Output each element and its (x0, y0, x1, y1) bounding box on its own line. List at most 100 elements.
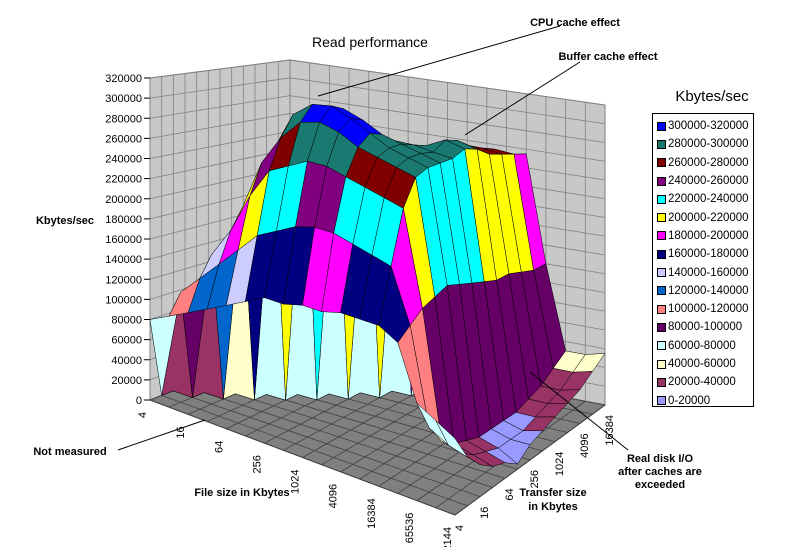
y-tick-label: 4096 (579, 433, 591, 457)
z-tick-label: 320000 (105, 73, 142, 85)
legend-item: 300000-320000 (657, 117, 753, 135)
legend-label: 260000-280000 (668, 156, 749, 169)
legend-item: 280000-300000 (657, 135, 753, 153)
floor-gridline (454, 404, 606, 516)
legend-label: 100000-120000 (668, 303, 749, 316)
legend-label: 40000-60000 (668, 358, 736, 370)
x-tick-label: 256 (251, 455, 263, 473)
legend-swatch (657, 231, 666, 241)
legend-swatch (657, 121, 666, 131)
x-tick-label: 1024 (290, 470, 302, 494)
legend-label: 200000-220000 (668, 211, 749, 224)
legend-item: 0-20000 (657, 391, 753, 409)
x-tick-label: 4 (137, 412, 149, 418)
y-tick-label: 4 (454, 525, 466, 531)
z-tick-label: 100000 (105, 294, 142, 306)
legend-swatch (657, 341, 666, 351)
z-tick-label: 260000 (105, 133, 142, 145)
surface-cell (435, 420, 468, 458)
z-tick-label: 80000 (111, 315, 142, 327)
legend-label: 120000-140000 (668, 284, 749, 297)
x-tick-label: 262144 (442, 527, 454, 547)
z-tick-label: 20000 (111, 375, 142, 387)
z-tick-label: 180000 (105, 214, 142, 226)
y-tick-label: 256 (529, 470, 541, 488)
legend-swatch (657, 359, 666, 369)
x-tick-label: 64 (213, 441, 225, 453)
legend-swatch (657, 377, 666, 387)
z-tick-label: 0 (136, 395, 142, 407)
annotation-not-measured: Not measured (33, 446, 106, 458)
legend-item: 60000-80000 (657, 337, 753, 355)
legend-swatch (657, 213, 666, 223)
not-measured-pointer (117, 419, 206, 451)
legend-label: 0-20000 (668, 394, 711, 407)
legend-item: 200000-220000 (657, 208, 753, 226)
y-tick-label: 16384 (604, 415, 616, 446)
legend-label: 180000-200000 (668, 229, 749, 242)
y-tick-label: 16 (479, 507, 491, 519)
legend-label: 80000-100000 (668, 321, 743, 334)
x-tick-label: 65536 (404, 513, 416, 544)
x-tick-label: 4096 (328, 484, 340, 508)
legend-label: 140000-160000 (668, 266, 749, 279)
legend-item: 140000-160000 (657, 263, 753, 281)
annotation-cpu-cache: CPU cache effect (530, 17, 620, 29)
legend-swatch (657, 304, 666, 314)
z-tick-label: 40000 (111, 355, 142, 367)
legend-label: 300000-320000 (668, 120, 749, 133)
z-tick-label: 160000 (105, 234, 142, 246)
z-tick-label: 200000 (105, 194, 142, 206)
legend-label: 280000-300000 (668, 138, 749, 151)
z-tick-label: 240000 (105, 154, 142, 166)
cpu-cache-pointer (317, 25, 561, 97)
legend-label: 20000-40000 (668, 376, 736, 389)
legend-label: 240000-260000 (668, 175, 749, 188)
legend-item: 180000-200000 (657, 227, 753, 245)
y-tick-label: 1024 (554, 452, 566, 476)
z-tick-label: 120000 (105, 274, 142, 286)
legend-item: 120000-140000 (657, 282, 753, 300)
legend-swatch (657, 139, 666, 149)
legend-swatch (657, 194, 666, 204)
chart-title: Read performance (312, 34, 428, 50)
legend-swatch (657, 249, 666, 259)
z-tick-label: 140000 (105, 254, 142, 266)
legend-item: 100000-120000 (657, 300, 753, 318)
annotation-disk-io-2: after caches are (618, 466, 702, 478)
legend-swatch (657, 268, 666, 278)
disk-io-pointer (529, 371, 629, 451)
annotation-disk-io-1: Real disk I/O (627, 453, 693, 465)
legend-label: 60000-80000 (668, 339, 736, 352)
legend-label: 160000-180000 (668, 248, 749, 261)
z-axis-label: Kbytes/sec (36, 215, 94, 227)
legend: 300000-320000 280000-300000 260000-280000 2… (652, 113, 754, 407)
legend-item: 260000-280000 (657, 154, 753, 172)
buffer-cache-pointer (464, 61, 581, 136)
z-tick-label: 300000 (105, 93, 142, 105)
legend-item: 160000-180000 (657, 245, 753, 263)
x-tick-label: 16384 (366, 498, 378, 529)
legend-swatch (657, 176, 666, 186)
legend-swatch (657, 158, 666, 168)
legend-swatch (657, 286, 666, 296)
x-axis-label: File size in Kbytes (194, 487, 289, 499)
annotation-disk-io-3: exceeded (635, 479, 685, 491)
legend-item: 40000-60000 (657, 355, 753, 373)
y-axis-label-line1: Transfer size (519, 487, 586, 499)
legend-item: 220000-240000 (657, 190, 753, 208)
legend-item: 240000-260000 (657, 172, 753, 190)
legend-title: Kbytes/sec (675, 88, 749, 105)
z-tick-label: 60000 (111, 335, 142, 347)
annotation-buffer-cache: Buffer cache effect (558, 51, 657, 63)
legend-swatch (657, 322, 666, 332)
legend-swatch (657, 396, 666, 406)
legend-label: 220000-240000 (668, 193, 749, 206)
y-axis-label-line2: in Kbytes (528, 501, 578, 513)
z-tick-label: 220000 (105, 174, 142, 186)
z-tick-label: 280000 (105, 113, 142, 125)
legend-item: 80000-100000 (657, 318, 753, 336)
y-tick-label: 64 (504, 488, 516, 500)
